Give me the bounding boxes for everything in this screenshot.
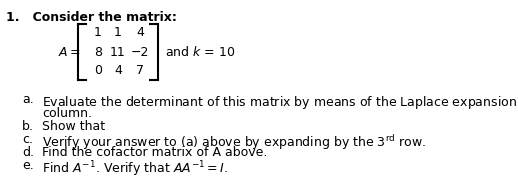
Text: c.: c.	[22, 133, 33, 146]
Text: 8: 8	[94, 46, 102, 59]
Text: 4: 4	[136, 26, 144, 39]
Text: $A=$: $A=$	[58, 46, 81, 59]
Text: 0: 0	[94, 65, 102, 78]
Text: 4: 4	[114, 65, 122, 78]
Text: −2: −2	[131, 46, 149, 59]
Text: b.: b.	[22, 120, 34, 133]
Text: a.: a.	[22, 93, 34, 106]
Text: Verify your answer to (a) above by expanding by the 3$^{\mathregular{rd}}$ row.: Verify your answer to (a) above by expan…	[42, 133, 426, 152]
Text: 7: 7	[136, 65, 144, 78]
Text: e.: e.	[22, 159, 34, 172]
Text: Evaluate the determinant of this matrix by means of the Laplace expansion of the: Evaluate the determinant of this matrix …	[42, 93, 518, 112]
Text: d.: d.	[22, 146, 34, 159]
Text: Find $A^{-1}$. Verify that $AA^{-1} = I$.: Find $A^{-1}$. Verify that $AA^{-1} = I$…	[42, 159, 228, 179]
Text: and $k$ = 10: and $k$ = 10	[165, 45, 235, 59]
Text: 1: 1	[94, 26, 102, 39]
Text: 1: 1	[114, 26, 122, 39]
Text: Show that: Show that	[42, 120, 105, 133]
Text: column.: column.	[42, 107, 92, 120]
Text: Find the cofactor matrix of A above.: Find the cofactor matrix of A above.	[42, 146, 267, 159]
Text: 11: 11	[110, 46, 126, 59]
Text: 1.   Consider the matrix:: 1. Consider the matrix:	[6, 11, 177, 24]
